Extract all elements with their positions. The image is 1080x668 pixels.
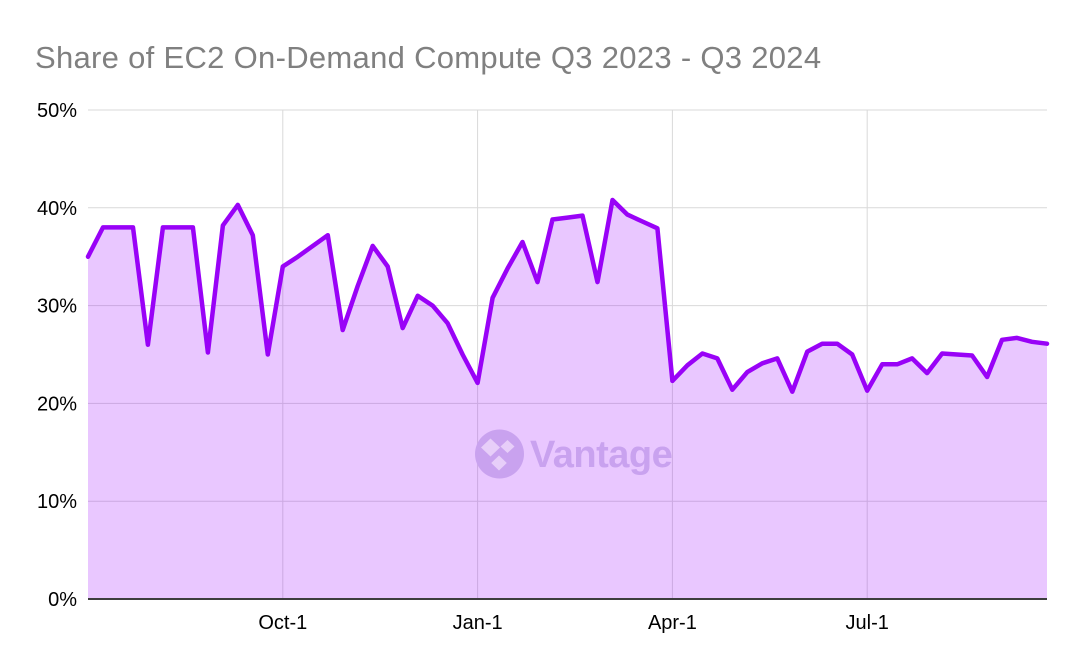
y-tick-label: 10%: [37, 491, 77, 513]
grid-layer: [88, 109, 1047, 599]
vantage-logo-icon: [475, 429, 524, 479]
axis-labels: 0% 10% 20% 30% 40% 50% Oct-1 Jan-1 Apr-1 Jul-1: [37, 100, 889, 634]
vantage-logo-diamond: [481, 438, 500, 457]
y-tick-label: 30%: [37, 296, 77, 318]
y-tick-label: 20%: [37, 393, 77, 415]
y-tick-label: 0%: [48, 589, 77, 611]
x-tick-label: Jul-1: [846, 612, 889, 634]
vantage-watermark-text: Vantage: [530, 434, 672, 476]
vantage-logo-diamond: [500, 440, 515, 453]
area-fill: [88, 200, 1047, 599]
y-tick-label: 40%: [37, 198, 77, 220]
series-line: [85, 197, 1050, 394]
x-tick-label: Oct-1: [258, 612, 307, 634]
chart-title: Share of EC2 On-Demand Compute Q3 2023 -…: [35, 40, 822, 75]
vantage-logo-diamond: [491, 455, 507, 471]
vantage-watermark: Vantage: [475, 429, 673, 479]
y-tick-label: 50%: [37, 100, 77, 122]
x-tick-label: Apr-1: [648, 612, 697, 634]
x-tick-label: Jan-1: [453, 612, 503, 634]
